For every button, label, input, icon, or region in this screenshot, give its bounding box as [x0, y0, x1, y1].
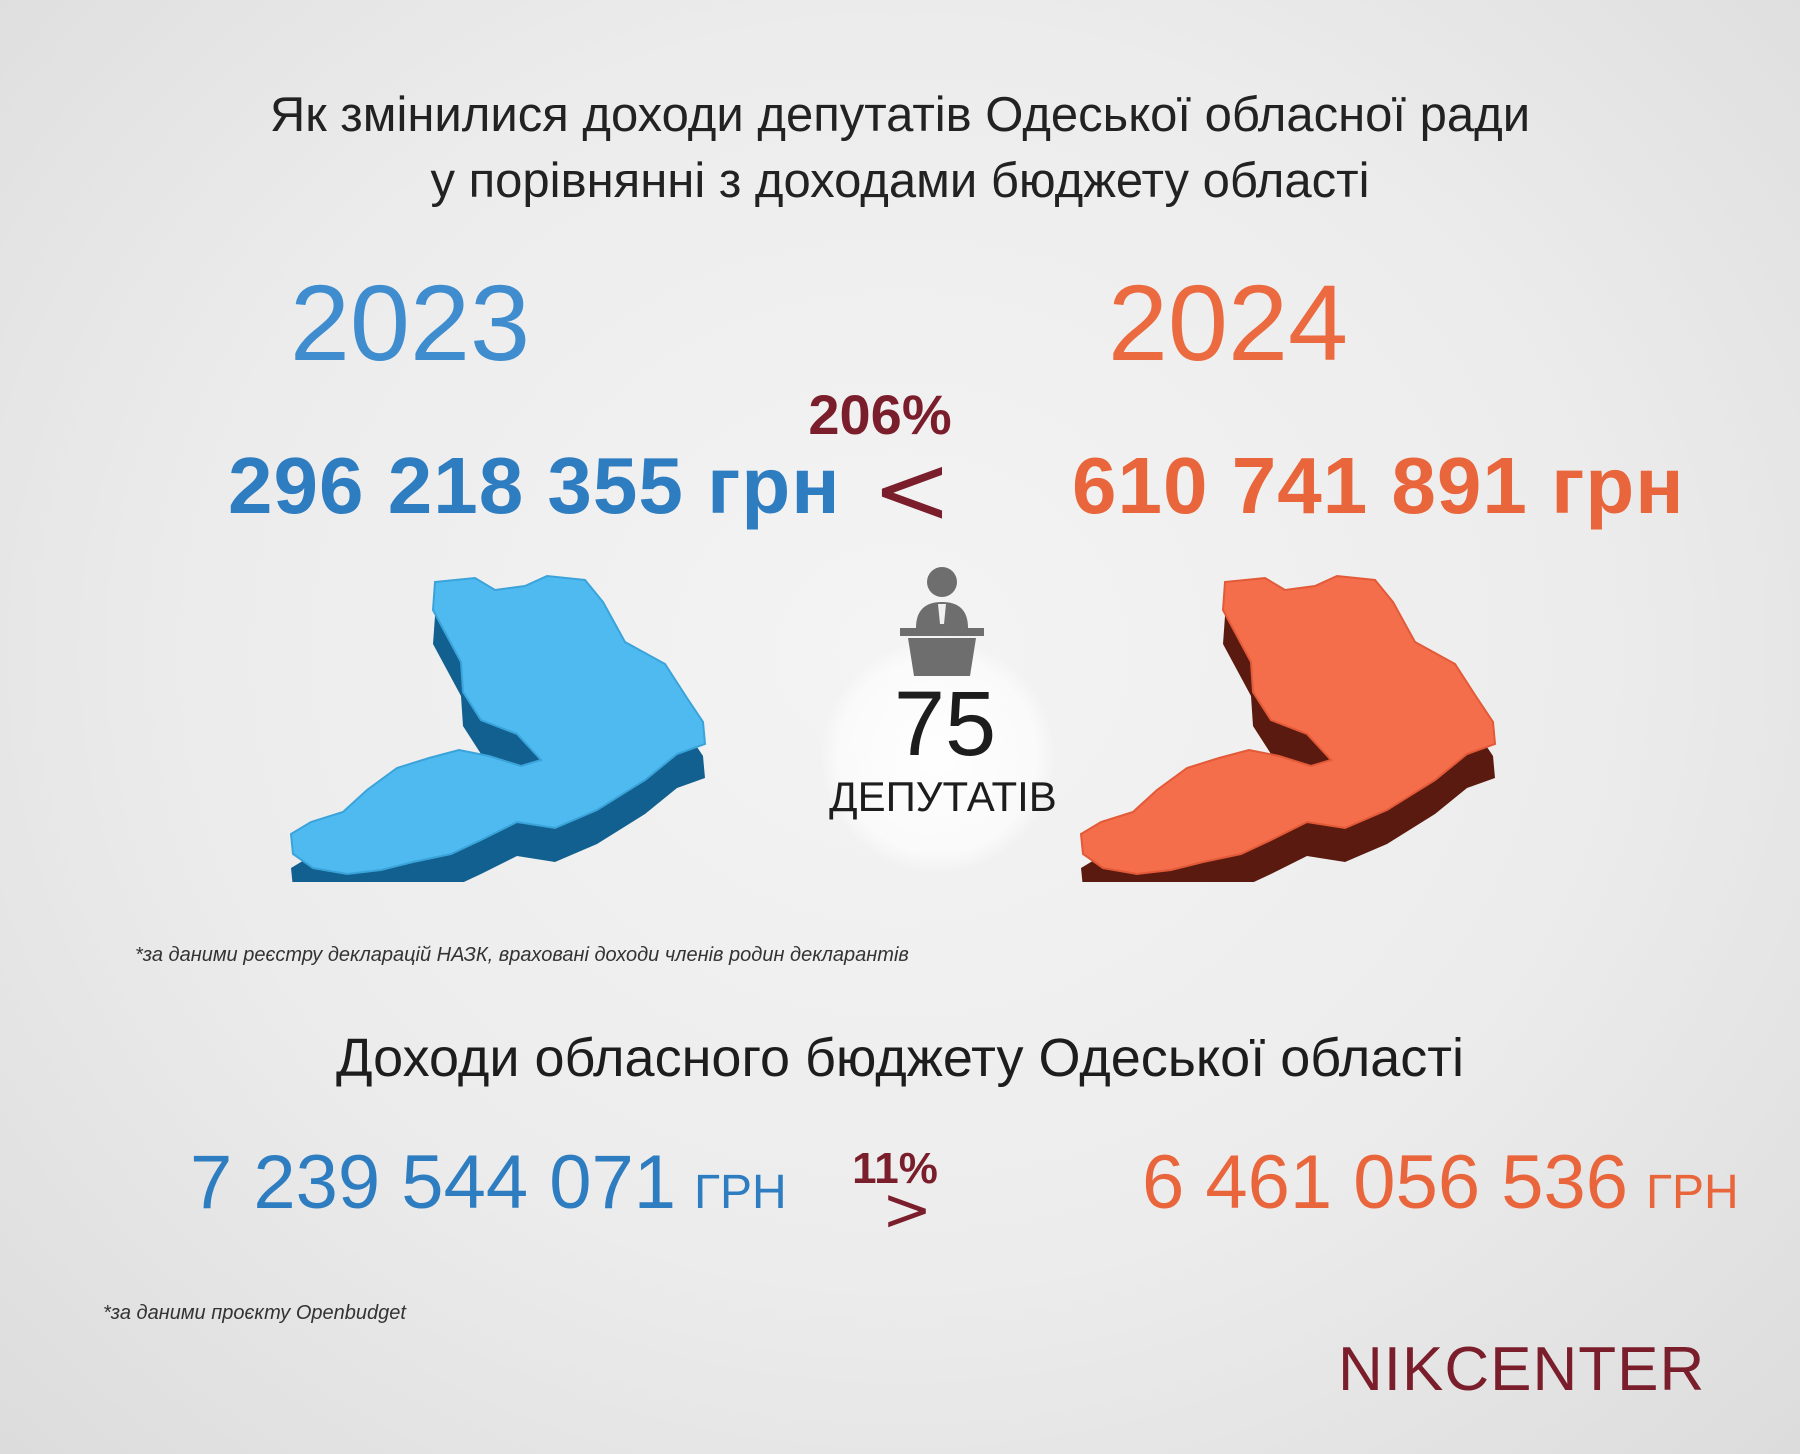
- deputies-circle: [822, 640, 1054, 872]
- deputies-income-2024: 610 741 891 грн: [1072, 441, 1685, 530]
- less-than-sign: <: [871, 434, 953, 546]
- nikcenter-logo: NIKCENTER: [1338, 1335, 1706, 1404]
- budget-title: Доходи обласного бюджету Одеської област…: [335, 1028, 1465, 1088]
- deputies-label: ДЕПУТАТІВ: [829, 773, 1057, 820]
- year-2024: 2024: [1107, 262, 1349, 383]
- budget-change-percent: 11%: [852, 1144, 938, 1193]
- deputies-footnote: *за даними реєстру декларацій НАЗК, врах…: [135, 944, 909, 966]
- speaker-at-podium-icon: [900, 567, 984, 676]
- odesa-oblast-map-2023: [289, 574, 707, 882]
- budget-income-2023: 7 239 544 071 ГРН: [190, 1140, 787, 1236]
- budget-unit-2023: ГРН: [694, 1166, 787, 1219]
- deputies-count: 75: [893, 673, 997, 775]
- greater-than-sign: >: [881, 1175, 933, 1245]
- deputies-change-percent: 206%: [808, 383, 952, 446]
- year-2023: 2023: [289, 262, 531, 383]
- title-line-2: у порівнянні з доходами бюджету області: [430, 154, 1370, 208]
- budget-footnote: *за даними проєкту Openbudget: [103, 1302, 406, 1324]
- deputies-income-2023: 296 218 355 грн: [228, 441, 841, 530]
- odesa-oblast-map-2024: [1079, 574, 1497, 882]
- budget-income-2024: 6 461 056 536 ГРН: [1142, 1140, 1739, 1236]
- budget-amount-2024: 6 461 056 536: [1142, 1140, 1629, 1225]
- title-line-1: Як змінилися доходи депутатів Одеської о…: [269, 88, 1531, 142]
- budget-amount-2023: 7 239 544 071: [190, 1140, 677, 1225]
- page-title: Як змінилися доходи депутатів Одеської о…: [270, 82, 1530, 214]
- budget-unit-2024: ГРН: [1646, 1166, 1739, 1219]
